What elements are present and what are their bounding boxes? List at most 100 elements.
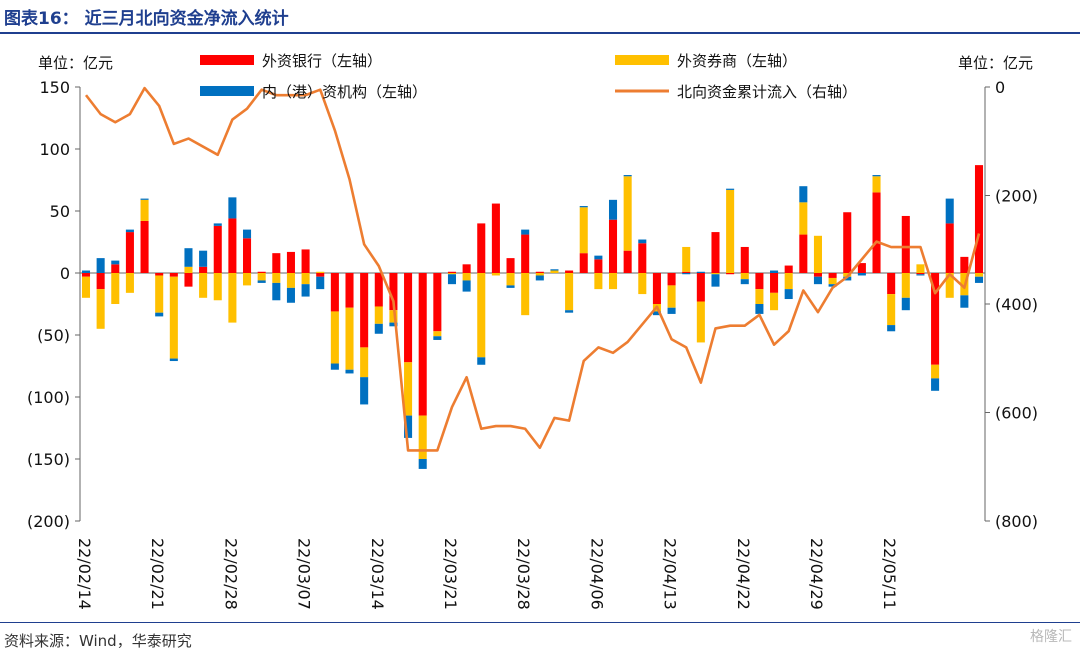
bar-foreign-bank — [638, 243, 647, 273]
legend-item-domestic-institution-label: 内（港）资机构（左轴） — [262, 83, 427, 101]
right-tick-label: (800) — [995, 512, 1038, 531]
bar-domestic-institution — [682, 273, 691, 275]
bar-foreign-broker — [535, 273, 544, 276]
bar-foreign-bank — [974, 165, 984, 273]
bar-foreign-bank — [652, 273, 661, 304]
bar-foreign-broker — [945, 273, 954, 298]
bar-foreign-broker — [682, 246, 691, 272]
bar-foreign-broker — [81, 276, 91, 298]
bar-domestic-institution — [608, 199, 618, 220]
bar-foreign-broker — [374, 306, 383, 324]
chart-canvas: 150 100 50 0 (50) (100) (150) (200) 0 (200) (400) (… — [27, 52, 1038, 610]
bar-foreign-bank — [711, 232, 720, 273]
bar-domestic-institution — [125, 229, 134, 233]
bar-domestic-institution — [594, 255, 603, 260]
bar-foreign-broker — [872, 176, 881, 193]
watermark-logo: 格隆汇 — [1030, 629, 1072, 645]
legend-item-cumulative-label: 北向资金累计流入（右轴） — [677, 83, 857, 101]
bar-foreign-bank — [462, 264, 471, 273]
right-tick-label: 0 — [995, 78, 1005, 97]
bar-foreign-bank — [213, 225, 222, 273]
bar-foreign-bank — [931, 273, 940, 365]
bar-foreign-bank — [96, 273, 105, 290]
bar-foreign-bank — [579, 253, 588, 273]
figure-title: 图表16： 近三月北向资金净流入统计 — [4, 9, 289, 29]
bar-foreign-broker — [521, 273, 530, 316]
bar-foreign-broker — [916, 264, 925, 273]
bar-foreign-bank — [945, 223, 954, 273]
bar-domestic-institution — [272, 282, 281, 301]
footer-divider — [0, 622, 1080, 623]
left-tick-label: (50) — [37, 326, 70, 345]
bar-foreign-bank — [389, 273, 398, 311]
bar-domestic-institution — [535, 275, 544, 281]
bar-domestic-institution — [799, 186, 808, 203]
bar-foreign-bank — [491, 203, 500, 273]
x-tick-label: 22/04/29 — [807, 538, 826, 610]
x-tick-label: 22/02/14 — [75, 538, 94, 610]
bar-domestic-institution — [140, 198, 149, 200]
bar-foreign-broker — [579, 207, 588, 254]
bar-domestic-institution — [726, 188, 735, 190]
x-tick-label: 22/05/11 — [880, 538, 899, 610]
bar-domestic-institution — [916, 274, 925, 276]
bar-foreign-broker — [169, 276, 178, 359]
bar-foreign-broker — [623, 176, 632, 251]
legend-item-foreign-bank-label: 外资银行（左轴） — [262, 52, 382, 70]
bar-foreign-broker — [125, 273, 134, 293]
bar-domestic-institution — [184, 248, 193, 267]
right-tick-label: (600) — [995, 404, 1038, 423]
right-axis-unit: 单位：亿元 — [958, 54, 1034, 72]
bar-foreign-bank — [916, 273, 925, 275]
bar-foreign-broker — [726, 189, 735, 273]
bar-foreign-bank — [960, 256, 969, 273]
bar-domestic-institution — [330, 363, 339, 370]
bar-foreign-broker — [330, 311, 339, 364]
right-tick-label: (400) — [995, 295, 1038, 314]
bar-foreign-broker — [184, 266, 193, 273]
bar-foreign-broker — [711, 273, 720, 275]
bar-domestic-institution — [696, 271, 705, 273]
bar-foreign-broker — [286, 273, 295, 288]
bar-foreign-broker — [491, 273, 500, 276]
bar-foreign-bank — [404, 273, 413, 363]
bar-domestic-institution — [828, 284, 837, 287]
bar-foreign-bank — [286, 251, 295, 273]
x-tick-label: 22/04/13 — [661, 538, 680, 610]
bar-domestic-institution — [755, 304, 764, 314]
bar-domestic-institution — [257, 280, 266, 283]
bar-foreign-broker — [243, 273, 252, 286]
bar-foreign-broker — [96, 289, 105, 329]
bar-domestic-institution — [169, 358, 178, 362]
bar-domestic-institution — [462, 280, 471, 292]
bar-domestic-institution — [374, 323, 383, 334]
bar-foreign-bank — [184, 273, 193, 287]
bar-foreign-bank — [667, 273, 676, 286]
bar-foreign-bank — [857, 263, 866, 273]
left-tick-label: 150 — [39, 78, 70, 97]
bar-foreign-broker — [813, 235, 822, 273]
bar-domestic-institution — [813, 276, 822, 285]
bar-foreign-bank — [345, 273, 354, 308]
left-tick-label: 100 — [39, 140, 70, 159]
bar-domestic-institution — [96, 258, 105, 273]
bar-foreign-bank — [623, 250, 632, 273]
bar-foreign-bank — [784, 265, 793, 273]
bar-domestic-institution — [857, 273, 866, 276]
bar-foreign-bank — [682, 271, 691, 273]
bar-domestic-institution — [243, 229, 252, 239]
x-tick-label: 22/04/22 — [734, 538, 753, 610]
source-note: 资料来源：Wind，华泰研究 — [4, 632, 192, 650]
bar-foreign-broker — [638, 273, 647, 295]
bar-foreign-bank — [374, 273, 383, 307]
bar-domestic-institution — [550, 269, 559, 271]
bar-foreign-bank — [813, 273, 822, 277]
left-tick-label: (150) — [27, 450, 70, 469]
bar-foreign-broker — [155, 275, 164, 313]
left-tick-label: (100) — [27, 388, 70, 407]
bar-domestic-institution — [887, 325, 896, 332]
bar-foreign-broker — [140, 199, 149, 221]
bar-foreign-bank — [477, 223, 486, 273]
bar-domestic-institution — [404, 415, 413, 438]
legend-item-foreign-broker-label: 外资券商（左轴） — [677, 52, 797, 70]
